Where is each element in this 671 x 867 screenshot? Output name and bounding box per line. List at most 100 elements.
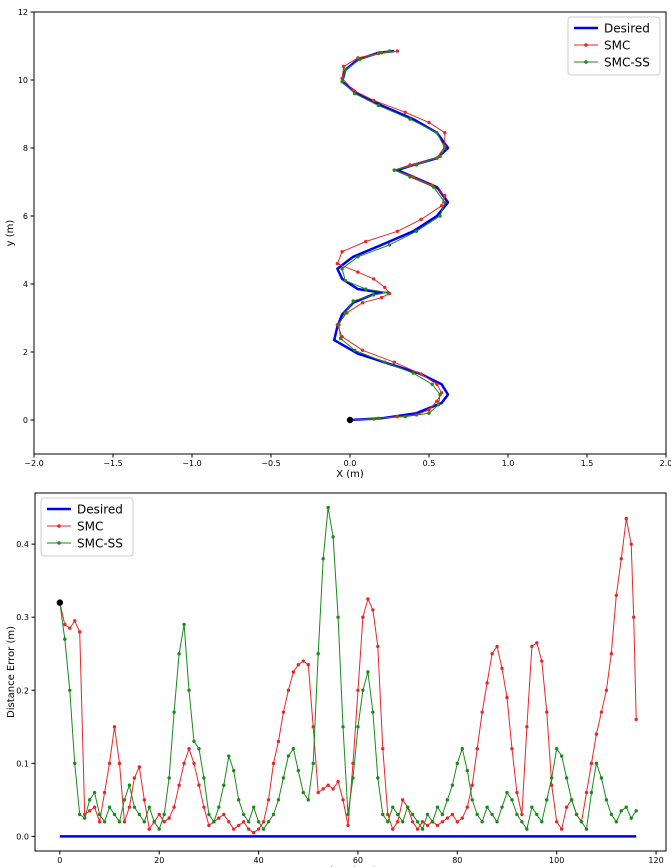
data-point-smc-ss bbox=[435, 805, 440, 809]
legend-label-smc: SMC bbox=[604, 39, 630, 53]
data-point-smc-ss bbox=[387, 49, 392, 53]
legend-marker-smc bbox=[57, 524, 61, 528]
data-point-smc-ss bbox=[340, 267, 344, 271]
data-point-smc bbox=[177, 783, 181, 787]
data-point-smc bbox=[356, 688, 360, 692]
y-axis-label: Distance Error (m) bbox=[6, 626, 17, 718]
data-point-smc bbox=[440, 820, 445, 824]
data-point-smc bbox=[376, 644, 380, 649]
data-point-smc-ss bbox=[276, 798, 281, 802]
data-point-smc bbox=[584, 790, 589, 795]
data-point-smc bbox=[443, 131, 447, 135]
data-point-smc bbox=[127, 805, 132, 809]
data-point-smc bbox=[490, 652, 494, 656]
y-tick-label: 0.2 bbox=[16, 686, 29, 695]
data-point-smc bbox=[392, 360, 396, 364]
data-point-smc bbox=[485, 681, 489, 685]
data-point-smc-ss bbox=[599, 776, 604, 780]
data-point-smc bbox=[379, 295, 384, 300]
data-point-smc-ss bbox=[584, 827, 589, 831]
data-point-smc-ss bbox=[430, 382, 434, 386]
trajectory-chart: −2.0 −1.5 −1.0 −0.5 0.0 0.5 1.0 1.5 2.0 0 2 4 6 8 10 12… bbox=[5, 8, 671, 480]
legend-box bbox=[40, 497, 134, 557]
data-point-smc bbox=[515, 790, 519, 795]
legend-label-smc-ss: SMC-SS bbox=[77, 537, 123, 551]
data-point-smc bbox=[545, 710, 549, 714]
data-point-smc-ss bbox=[353, 91, 357, 96]
data-point-smc bbox=[634, 717, 638, 722]
data-point-smc-ss bbox=[364, 287, 368, 291]
data-point-smc bbox=[470, 783, 474, 787]
data-point-smc bbox=[410, 820, 415, 824]
data-point-smc-ss bbox=[351, 299, 355, 303]
y-axis-label: y (m) bbox=[5, 220, 16, 247]
data-point-smc-ss bbox=[450, 783, 455, 787]
data-point-smc-ss bbox=[510, 798, 514, 802]
data-point-smc bbox=[87, 809, 92, 813]
data-point-smc-ss bbox=[246, 820, 251, 824]
data-point-smc-ss bbox=[386, 290, 390, 295]
data-point-smc bbox=[232, 827, 236, 831]
data-point-smc bbox=[480, 710, 484, 714]
data-point-smc bbox=[505, 695, 509, 700]
data-point-smc-ss bbox=[357, 57, 362, 62]
data-point-smc bbox=[629, 542, 633, 546]
data-point-smc bbox=[594, 732, 599, 736]
data-point-smc bbox=[530, 644, 534, 649]
data-point-smc-ss bbox=[411, 371, 415, 375]
x-tick-label: −0.5 bbox=[261, 459, 280, 468]
data-point-smc-ss bbox=[559, 754, 564, 758]
series-line-smc-ss bbox=[338, 50, 446, 421]
legend-box bbox=[567, 16, 661, 76]
data-point-smc bbox=[445, 816, 450, 820]
data-point-smc bbox=[439, 204, 444, 208]
data-point-smc-ss bbox=[192, 739, 196, 744]
y-tick-label: 12 bbox=[18, 8, 28, 17]
data-point-smc-ss bbox=[336, 615, 340, 619]
data-point-smc bbox=[112, 725, 117, 729]
data-point-smc bbox=[396, 820, 400, 824]
y-tick-label: 10 bbox=[18, 76, 28, 85]
data-point-smc-ss bbox=[212, 820, 216, 824]
data-point-smc-ss bbox=[400, 820, 405, 824]
x-tick-label: 0.5 bbox=[423, 459, 436, 468]
y-tick-label: 0.3 bbox=[16, 613, 29, 622]
y-tick-label: 0 bbox=[23, 416, 28, 425]
data-point-smc bbox=[281, 710, 286, 714]
y-tick-label: 6 bbox=[23, 212, 28, 221]
data-point-smc-ss bbox=[346, 812, 350, 817]
data-point-smc bbox=[360, 348, 365, 352]
data-point-smc bbox=[356, 270, 360, 274]
x-tick-label: 120 bbox=[648, 856, 663, 865]
data-point-smc-ss bbox=[286, 754, 291, 758]
data-point-smc bbox=[395, 229, 400, 233]
plot-frame bbox=[33, 11, 667, 455]
data-point-smc-ss bbox=[137, 812, 142, 817]
data-point-smc-ss bbox=[343, 68, 347, 72]
data-point-smc-ss bbox=[550, 776, 554, 780]
data-point-smc-ss bbox=[485, 805, 489, 809]
data-point-smc-ss bbox=[266, 820, 271, 824]
data-point-smc bbox=[564, 805, 569, 809]
start-point-marker bbox=[56, 599, 64, 606]
data-point-smc bbox=[425, 823, 430, 828]
data-point-smc bbox=[276, 739, 281, 744]
data-point-smc-ss bbox=[232, 768, 236, 773]
data-point-smc-ss bbox=[127, 783, 132, 787]
data-point-smc-ss bbox=[132, 805, 137, 809]
data-point-smc bbox=[403, 110, 407, 115]
data-point-smc-ss bbox=[520, 820, 524, 824]
data-point-smc-ss bbox=[217, 805, 221, 809]
data-point-smc-ss bbox=[427, 411, 431, 415]
data-point-smc bbox=[107, 761, 112, 766]
data-point-smc bbox=[132, 776, 137, 780]
data-point-smc-ss bbox=[436, 403, 441, 407]
data-point-smc bbox=[366, 597, 370, 601]
data-point-smc bbox=[435, 823, 440, 828]
data-point-smc-ss bbox=[430, 820, 435, 824]
data-point-smc-ss bbox=[341, 725, 345, 729]
data-point-smc-ss bbox=[435, 131, 439, 135]
data-point-smc-ss bbox=[545, 798, 549, 802]
data-point-smc-ss bbox=[500, 805, 504, 809]
